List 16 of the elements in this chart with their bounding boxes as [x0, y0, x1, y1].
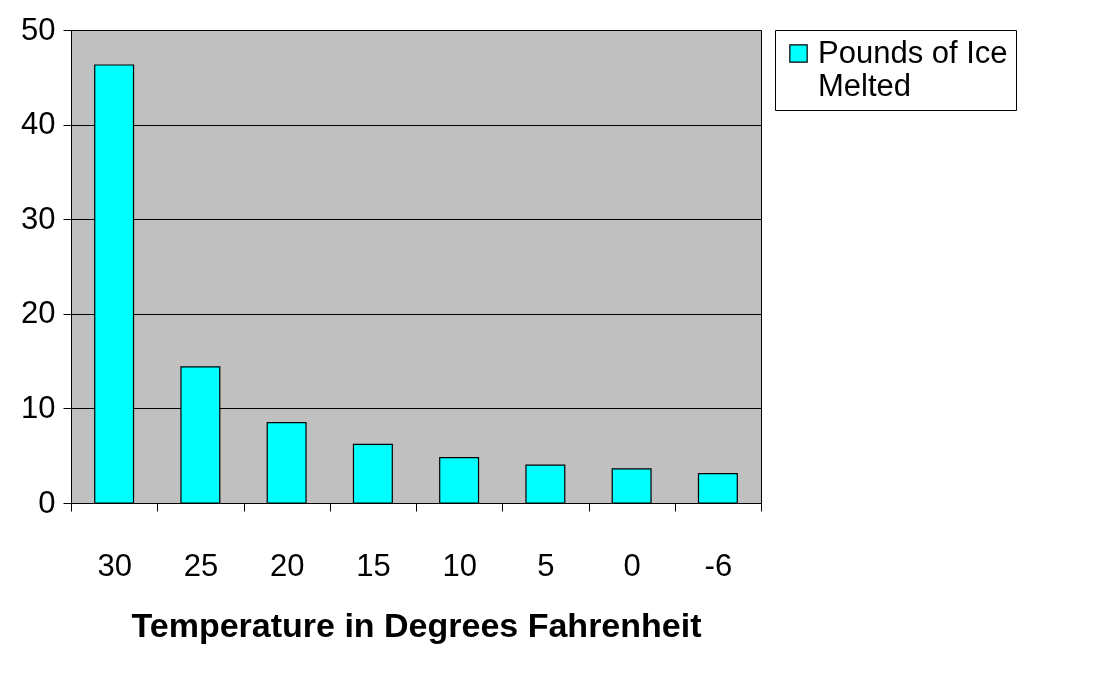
x-tick-label: 0: [623, 547, 641, 583]
y-tick-label: 10: [21, 389, 56, 425]
y-tick-label: 40: [21, 106, 56, 142]
y-tick-label: 20: [21, 295, 56, 331]
y-tick-label: 30: [21, 200, 56, 236]
x-tick-label: 10: [442, 547, 477, 583]
x-axis-title: Temperature in Degrees Fahrenheit: [131, 605, 702, 644]
x-tick-label: 30: [97, 547, 132, 583]
legend-label: Pounds of Ice Melted: [818, 34, 1008, 103]
x-tick-label: 5: [537, 547, 555, 583]
y-tick-label: 50: [21, 11, 56, 47]
x-tick-label: 25: [183, 547, 219, 583]
y-tick-label: 0: [38, 484, 56, 520]
x-tick-label: 15: [356, 547, 391, 583]
x-tick-label: -6: [704, 547, 733, 583]
x-tick-label: 20: [269, 547, 305, 583]
